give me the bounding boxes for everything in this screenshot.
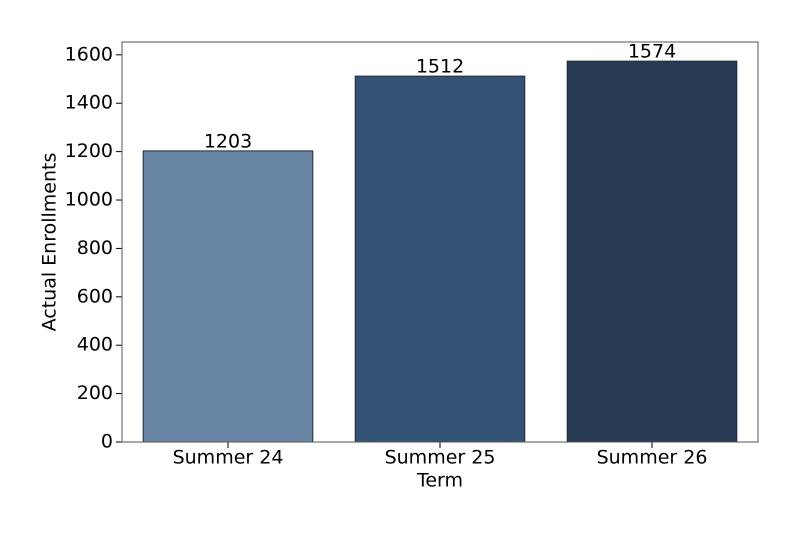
bar [142, 150, 314, 443]
x-tick-label: Summer 26 [597, 447, 708, 469]
value-label: 1574 [628, 41, 676, 63]
y-tick-label: 600 [77, 285, 113, 307]
y-tick-label: 200 [77, 382, 113, 404]
x-tick-label: Summer 24 [173, 447, 284, 469]
y-tick-label: 1600 [65, 43, 113, 65]
y-tick-label: 800 [77, 237, 113, 259]
value-label: 1512 [416, 56, 464, 78]
bar [566, 60, 738, 443]
value-label: 1203 [204, 130, 252, 152]
x-tick-label: Summer 25 [385, 447, 496, 469]
x-axis-label: Term [416, 470, 463, 492]
y-tick-label: 400 [77, 334, 113, 356]
y-tick-label: 0 [101, 431, 113, 453]
bar [354, 75, 526, 443]
y-tick-label: 1000 [65, 189, 113, 211]
y-tick-label: 1400 [65, 92, 113, 114]
plot-frame [121, 41, 759, 443]
y-axis-label: Actual Enrollments [39, 153, 61, 332]
y-tick-label: 1200 [65, 140, 113, 162]
